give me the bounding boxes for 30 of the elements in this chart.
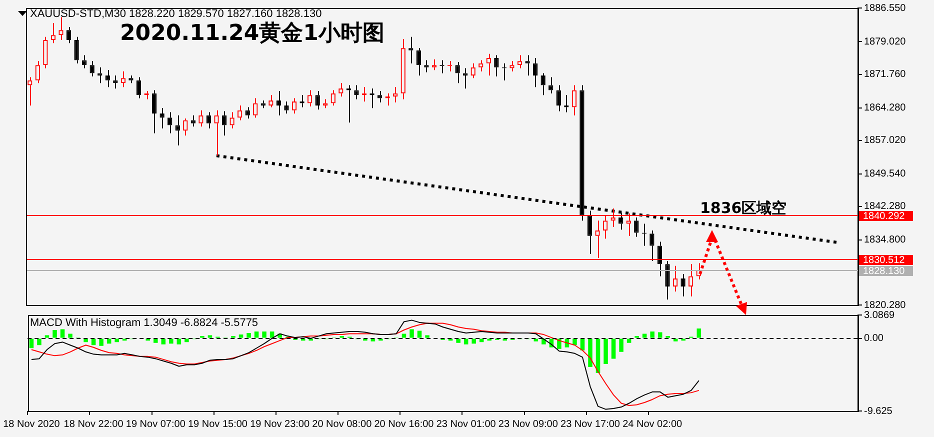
y-tick-label: 1879.020 bbox=[864, 36, 906, 48]
chart-subtitle: XAUUSD-STD,M30 1828.220 1829.570 1827.160 1828.130 bbox=[30, 8, 322, 20]
x-tick-label: 20 Nov 08:00 bbox=[312, 418, 372, 430]
y-tick-label: 1871.760 bbox=[864, 69, 906, 80]
x-tick-label: 18 Nov 22:00 bbox=[64, 418, 124, 430]
y-tick-label: -9.625 bbox=[864, 406, 893, 417]
y-tick-label: 1842.280 bbox=[864, 201, 906, 212]
x-tick-label: 23 Nov 09:00 bbox=[498, 418, 558, 430]
y-tick-label: 1849.540 bbox=[864, 168, 906, 180]
y-tick-label: 1857.020 bbox=[864, 135, 906, 146]
ref-line-label: 1840.292 bbox=[863, 210, 906, 222]
x-tick-label: 23 Nov 17:00 bbox=[560, 418, 620, 430]
annotation: 1836区域空 bbox=[700, 199, 787, 218]
y-tick-label: 1864.280 bbox=[864, 102, 906, 114]
x-tick-label: 24 Nov 02:00 bbox=[622, 418, 683, 430]
x-tick-label: 23 Nov 01:00 bbox=[436, 418, 496, 430]
x-tick-label: 20 Nov 16:00 bbox=[374, 418, 434, 430]
y-tick-label: 0.00 bbox=[864, 333, 884, 344]
ref-line-label: 1830.512 bbox=[863, 254, 906, 266]
y-tick-label: 1820.280 bbox=[864, 300, 906, 311]
x-tick-label: 18 Nov 2020 bbox=[3, 418, 60, 430]
x-tick-label: 19 Nov 07:00 bbox=[126, 418, 186, 430]
ref-line-label: 1828.130 bbox=[863, 266, 906, 277]
y-tick-label: 1834.800 bbox=[864, 234, 906, 246]
y-tick-label: 1886.550 bbox=[864, 2, 906, 14]
text: 2020.11.24黄金1小时图 bbox=[120, 21, 384, 46]
x-tick-label: 19 Nov 15:00 bbox=[188, 418, 248, 430]
x-tick-label: 19 Nov 23:00 bbox=[250, 418, 310, 430]
chart-title: MACD With Histogram 1.3049 -6.8824 -5.5775 bbox=[30, 317, 258, 329]
y-tick-label: 3.0869 bbox=[864, 310, 896, 321]
